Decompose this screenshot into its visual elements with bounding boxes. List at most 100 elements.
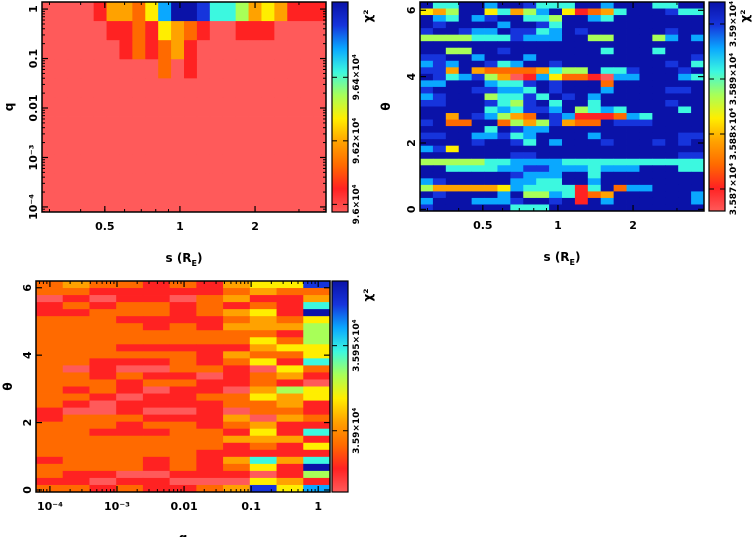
heatmap-cell: [261, 21, 275, 41]
heatmap-cell: [626, 67, 640, 75]
heatmap-cell: [116, 442, 144, 451]
heatmap-cell: [626, 60, 640, 68]
heatmap-cell: [196, 97, 211, 117]
heatmap-cell: [276, 407, 304, 416]
heatmap-cell: [536, 184, 550, 192]
heatmap-cell: [458, 204, 473, 212]
heatmap-cell: [432, 204, 447, 212]
heatmap-cell: [626, 132, 640, 140]
y-tick-label: 0: [405, 205, 418, 213]
heatmap-cell: [484, 54, 498, 62]
heatmap-cell: [613, 2, 627, 9]
heatmap-cell: [223, 449, 251, 458]
heatmap-cell: [665, 2, 679, 9]
heatmap-cell: [276, 309, 304, 317]
heatmap-cell: [639, 184, 653, 192]
heatmap-cell: [67, 78, 82, 98]
heatmap-cell: [613, 139, 627, 147]
heatmap-cell: [432, 119, 447, 127]
heatmap-cell: [420, 8, 434, 16]
heatmap-cell: [678, 93, 692, 101]
heatmap-cell: [574, 132, 589, 140]
heatmap-cell: [678, 73, 692, 81]
heatmap-cell: [471, 139, 485, 147]
heatmap-cell: [313, 40, 327, 60]
heatmap-cell: [523, 47, 537, 55]
heatmap-cell: [142, 428, 171, 437]
heatmap-cell: [169, 288, 197, 296]
heatmap-cell: [536, 73, 550, 81]
heatmap-cell: [158, 40, 172, 60]
heatmap-cell: [652, 41, 666, 49]
heatmap-cell: [209, 116, 224, 137]
heatmap-cell: [89, 470, 117, 479]
heatmap-cell: [626, 126, 640, 134]
heatmap-cell: [93, 40, 107, 60]
heatmap-cell: [562, 15, 576, 22]
heatmap-cell: [665, 139, 679, 147]
heatmap-cell: [665, 86, 679, 94]
heatmap-cell: [169, 477, 197, 486]
heatmap-cell: [169, 407, 197, 416]
heatmap-cell: [54, 135, 69, 156]
heatmap-cell: [274, 78, 288, 98]
heatmap-cell: [445, 113, 460, 120]
heatmap-cell: [587, 106, 602, 114]
heatmap-cell: [652, 139, 666, 147]
heatmap-cell: [562, 47, 576, 55]
heatmap-cell: [510, 86, 524, 94]
heatmap-cell: [432, 73, 447, 81]
heatmap-cell: [249, 407, 277, 416]
heatmap-cell: [54, 59, 69, 79]
heatmap-cell: [497, 191, 511, 199]
heatmap-cell: [587, 139, 602, 147]
heatmap-cell: [276, 400, 304, 408]
heatmap-cell: [169, 379, 197, 387]
heatmap-cell: [471, 54, 485, 62]
heatmap-cell: [523, 15, 537, 22]
heatmap-cell: [691, 158, 705, 166]
heatmap-cell: [432, 60, 447, 68]
heatmap-cell: [626, 47, 640, 55]
heatmap-cell: [274, 40, 288, 60]
heatmap-cell: [523, 178, 537, 186]
heatmap-cell: [458, 152, 473, 160]
heatmap-cell: [549, 67, 563, 75]
heatmap-cell: [169, 421, 197, 430]
heatmap-cell: [249, 470, 277, 479]
heatmap-cell: [510, 139, 524, 147]
heatmap-cell: [303, 449, 331, 458]
heatmap-cell: [62, 295, 90, 303]
heatmap-cell: [142, 442, 171, 451]
heatmap-cell: [613, 86, 627, 94]
heatmap-cell: [587, 191, 602, 199]
heatmap-cell: [158, 97, 172, 117]
heatmap-cell: [62, 330, 90, 338]
heatmap-cell: [549, 93, 563, 101]
heatmap-cell: [574, 80, 589, 88]
heatmap-cell: [276, 386, 304, 394]
heatmap-cell: [116, 337, 144, 345]
heatmap-cell: [639, 99, 653, 107]
heatmap-cell: [222, 21, 237, 41]
heatmap-cell: [303, 351, 331, 359]
heatmap-cell: [89, 386, 117, 394]
heatmap-cell: [42, 40, 56, 60]
heatmap-cell: [458, 73, 473, 81]
heatmap-cell: [510, 191, 524, 199]
heatmap-cell: [223, 323, 251, 331]
heatmap-cell: [196, 435, 224, 444]
heatmap-cell: [639, 165, 653, 173]
heatmap-cell: [652, 178, 666, 186]
heatmap-cell: [497, 204, 511, 212]
heatmap-cell: [300, 173, 314, 194]
heatmap-cell: [248, 78, 262, 98]
heatmap-cell: [89, 477, 117, 486]
heatmap-cell: [93, 116, 107, 137]
heatmap-cell: [665, 191, 679, 199]
heatmap-cell: [145, 192, 159, 213]
heatmap-cell: [303, 477, 331, 486]
heatmap-cell: [106, 173, 120, 194]
heatmap-cell: [445, 197, 460, 205]
heatmap-cell: [678, 145, 692, 153]
